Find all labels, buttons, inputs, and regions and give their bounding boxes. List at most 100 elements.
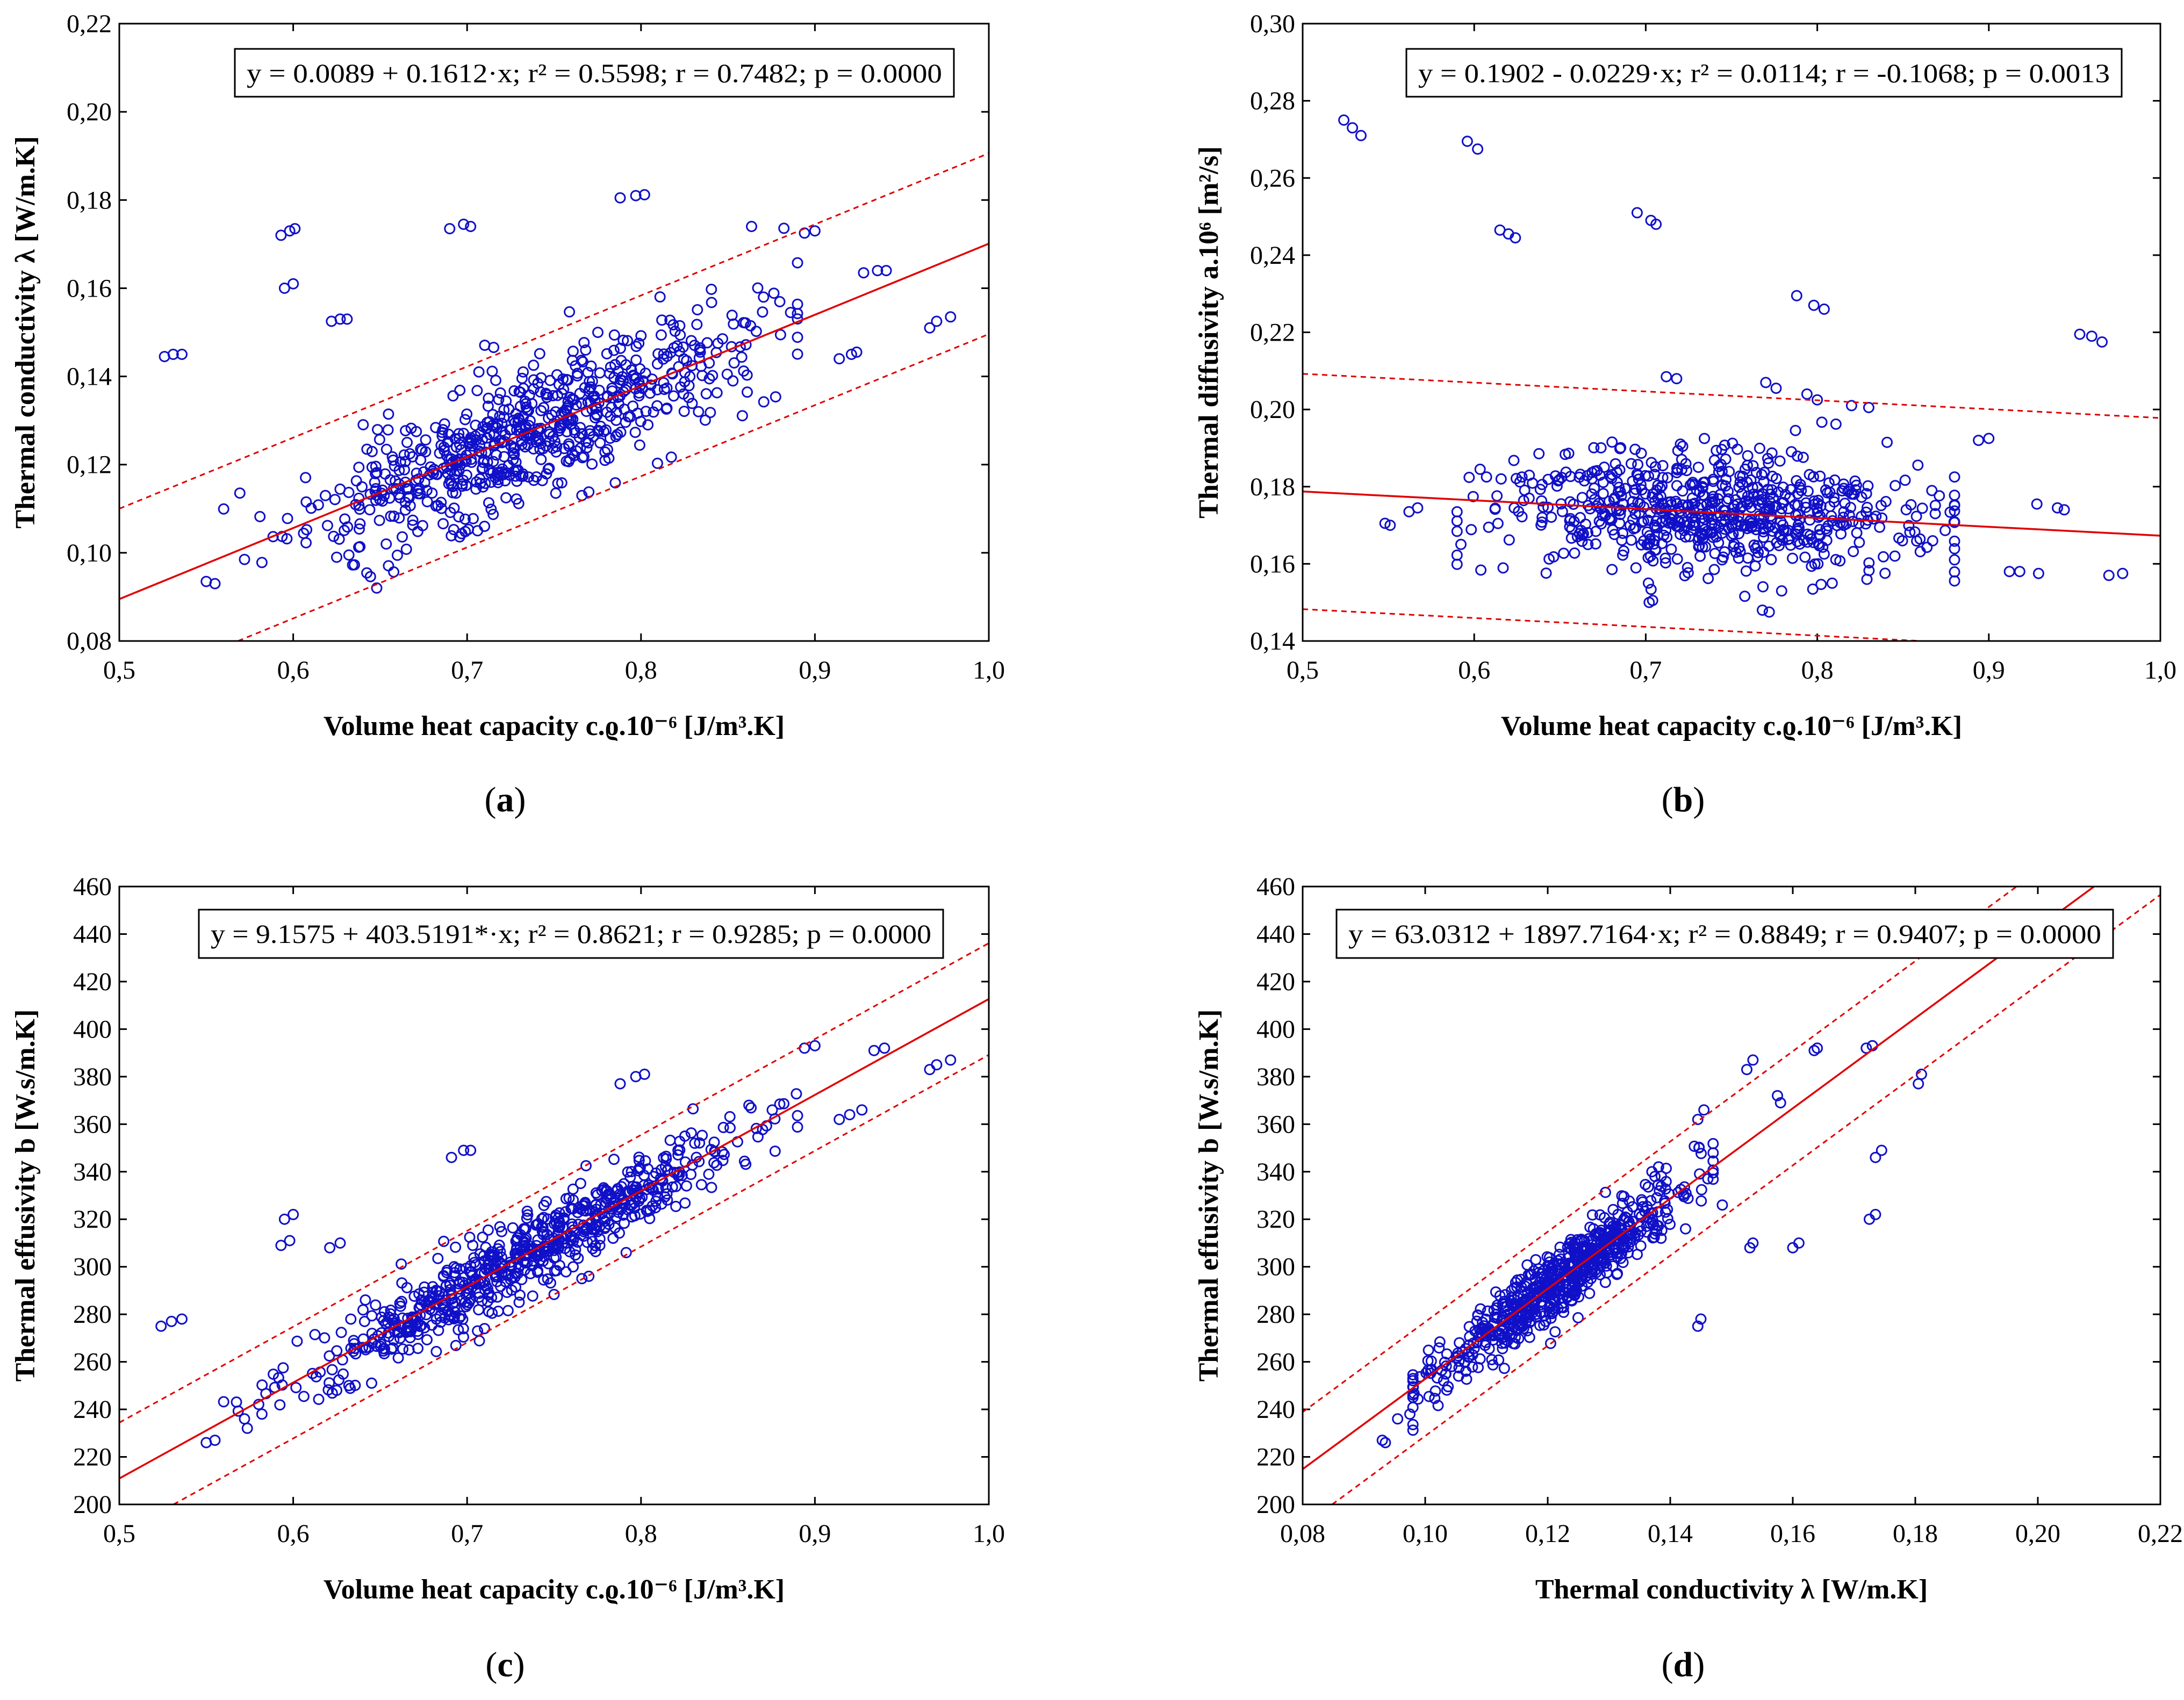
data-point	[1559, 1258, 1571, 1270]
data-point	[577, 356, 588, 368]
data-point	[740, 1158, 752, 1170]
y-tick-label: 340	[73, 1158, 112, 1186]
data-point	[535, 405, 547, 416]
data-point	[500, 395, 512, 407]
data-point	[1606, 436, 1618, 448]
data-point	[1630, 562, 1642, 574]
data-point	[665, 451, 677, 463]
data-point	[1845, 400, 1857, 412]
data-point	[1818, 548, 1830, 560]
data-point	[370, 468, 382, 479]
data-point	[2014, 566, 2025, 578]
data-point	[1867, 513, 1879, 525]
data-point	[586, 458, 598, 470]
data-point	[468, 513, 479, 524]
data-point	[552, 478, 564, 489]
data-point	[691, 319, 703, 330]
data-point	[1512, 1274, 1524, 1286]
data-point	[658, 377, 670, 388]
data-point	[1597, 488, 1609, 500]
data-point	[1451, 549, 1463, 561]
data-point	[1787, 552, 1798, 564]
data-point	[1693, 1141, 1705, 1153]
data-point	[1675, 438, 1686, 450]
data-point	[300, 496, 312, 508]
data-point	[1497, 1314, 1508, 1326]
data-point	[1983, 433, 1995, 444]
data-point	[1666, 517, 1678, 528]
data-point	[1740, 565, 1752, 577]
data-point	[945, 1054, 957, 1066]
data-point	[634, 1193, 645, 1205]
data-point	[1673, 516, 1685, 528]
data-point	[1511, 1281, 1522, 1293]
data-point	[1929, 500, 1941, 512]
data-point	[360, 1294, 371, 1306]
caption-paren-close: )	[513, 1645, 525, 1684]
y-tick-label: 0,16	[67, 274, 112, 302]
data-point	[1848, 546, 1859, 557]
data-point	[1696, 1184, 1707, 1195]
data-point	[1863, 402, 1874, 413]
y-tick-label: 200	[1256, 1490, 1295, 1519]
data-point	[617, 375, 629, 387]
data-point	[335, 1327, 347, 1338]
data-point	[388, 510, 400, 522]
data-point	[331, 551, 342, 563]
regression-line	[119, 242, 989, 600]
data-point	[470, 419, 482, 431]
data-point	[1560, 449, 1571, 460]
y-tick-label: 260	[1256, 1348, 1295, 1377]
data-point	[535, 372, 547, 384]
data-point	[483, 497, 494, 509]
data-point	[566, 448, 578, 460]
data-point	[366, 1310, 378, 1322]
data-point	[1801, 388, 1813, 400]
data-point	[1521, 1279, 1533, 1291]
data-point	[496, 417, 508, 429]
data-point	[1799, 551, 1811, 563]
data-point	[619, 1218, 630, 1229]
data-point	[460, 1263, 472, 1274]
data-point	[480, 423, 492, 435]
data-point	[792, 348, 803, 360]
data-point	[1828, 496, 1840, 508]
data-point	[1723, 466, 1735, 478]
data-point	[421, 485, 433, 496]
y-tick-label: 420	[73, 968, 112, 996]
data-point	[507, 1222, 519, 1234]
data-point	[717, 333, 728, 345]
data-point	[1814, 470, 1826, 482]
data-point	[458, 218, 470, 230]
data-point	[1824, 486, 1836, 498]
data-point	[510, 470, 522, 482]
y-tick-label: 440	[1256, 920, 1295, 948]
data-point	[379, 1343, 391, 1355]
data-point	[1425, 1367, 1436, 1379]
data-point	[1808, 299, 1820, 311]
data-point	[528, 474, 540, 486]
prediction-band-upper	[119, 942, 989, 1424]
data-point	[510, 1235, 522, 1247]
data-point	[1546, 512, 1557, 523]
data-point	[1587, 1223, 1599, 1235]
data-point	[809, 1040, 821, 1051]
data-point	[354, 518, 366, 530]
data-point	[620, 1247, 632, 1258]
data-point	[1429, 1385, 1441, 1397]
data-point	[1912, 459, 1924, 471]
data-point	[711, 1159, 723, 1171]
data-point	[397, 531, 408, 543]
data-point	[545, 1277, 556, 1289]
data-point	[945, 311, 957, 323]
data-point	[1659, 557, 1671, 569]
data-point	[1592, 1246, 1604, 1258]
data-point	[1685, 524, 1697, 536]
data-point	[672, 1149, 684, 1161]
y-axis-title: Thermal diffusivity a.10⁶ [m²/s]	[1194, 146, 1224, 518]
data-point	[1911, 535, 1923, 547]
data-point	[1626, 534, 1637, 546]
data-point	[1606, 473, 1618, 484]
data-point	[1546, 1272, 1557, 1284]
data-point	[1596, 518, 1607, 530]
